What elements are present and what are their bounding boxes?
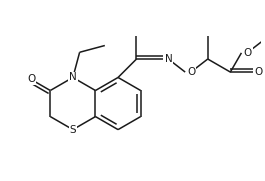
Text: O: O bbox=[27, 74, 35, 84]
Text: O: O bbox=[244, 48, 252, 58]
Text: S: S bbox=[70, 125, 76, 135]
Text: N: N bbox=[69, 72, 77, 83]
Text: O: O bbox=[187, 67, 196, 77]
Text: N: N bbox=[165, 54, 173, 64]
Text: O: O bbox=[255, 67, 263, 77]
